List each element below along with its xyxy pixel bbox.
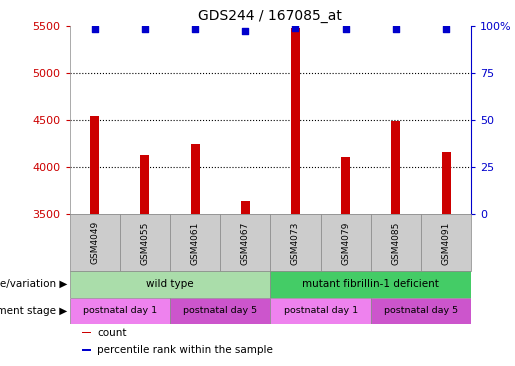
Title: GDS244 / 167085_at: GDS244 / 167085_at xyxy=(198,9,342,23)
Text: GSM4079: GSM4079 xyxy=(341,221,350,265)
Bar xyxy=(441,152,451,214)
Text: GSM4061: GSM4061 xyxy=(191,221,199,265)
Text: percentile rank within the sample: percentile rank within the sample xyxy=(97,345,273,355)
Text: GSM4073: GSM4073 xyxy=(291,221,300,265)
Text: GSM4085: GSM4085 xyxy=(391,221,400,265)
Text: count: count xyxy=(97,328,127,337)
Text: genotype/variation ▶: genotype/variation ▶ xyxy=(0,279,67,290)
Text: postnatal day 5: postnatal day 5 xyxy=(384,306,458,315)
Bar xyxy=(81,349,91,351)
Bar xyxy=(140,155,149,214)
Bar xyxy=(220,214,270,271)
Bar xyxy=(341,157,350,214)
Point xyxy=(91,26,99,32)
Text: mutant fibrillin-1 deficient: mutant fibrillin-1 deficient xyxy=(302,279,439,290)
Bar xyxy=(270,214,321,271)
Text: postnatal day 5: postnatal day 5 xyxy=(183,306,257,315)
Bar xyxy=(170,214,220,271)
Point xyxy=(241,28,249,34)
Point xyxy=(291,25,300,30)
Bar xyxy=(70,214,119,271)
Text: development stage ▶: development stage ▶ xyxy=(0,306,67,316)
Bar xyxy=(191,143,200,214)
Point xyxy=(442,26,450,32)
Bar xyxy=(371,214,421,271)
Bar xyxy=(81,332,91,333)
Bar xyxy=(70,271,270,298)
Point xyxy=(341,26,350,32)
Point xyxy=(141,26,149,32)
Bar xyxy=(70,298,170,324)
Bar xyxy=(391,121,401,214)
Bar xyxy=(119,214,170,271)
Bar xyxy=(241,201,250,214)
Text: postnatal day 1: postnatal day 1 xyxy=(83,306,157,315)
Bar xyxy=(421,214,471,271)
Bar xyxy=(90,116,99,214)
Point xyxy=(392,26,400,32)
Point xyxy=(191,26,199,32)
Bar xyxy=(270,298,371,324)
Text: GSM4091: GSM4091 xyxy=(442,221,451,265)
Bar xyxy=(320,214,371,271)
Text: postnatal day 1: postnatal day 1 xyxy=(284,306,357,315)
Text: GSM4049: GSM4049 xyxy=(90,221,99,265)
Bar xyxy=(371,298,471,324)
Bar xyxy=(291,27,300,214)
Text: GSM4067: GSM4067 xyxy=(241,221,250,265)
Bar xyxy=(170,298,270,324)
Text: wild type: wild type xyxy=(146,279,194,290)
Text: GSM4055: GSM4055 xyxy=(141,221,149,265)
Bar xyxy=(270,271,471,298)
